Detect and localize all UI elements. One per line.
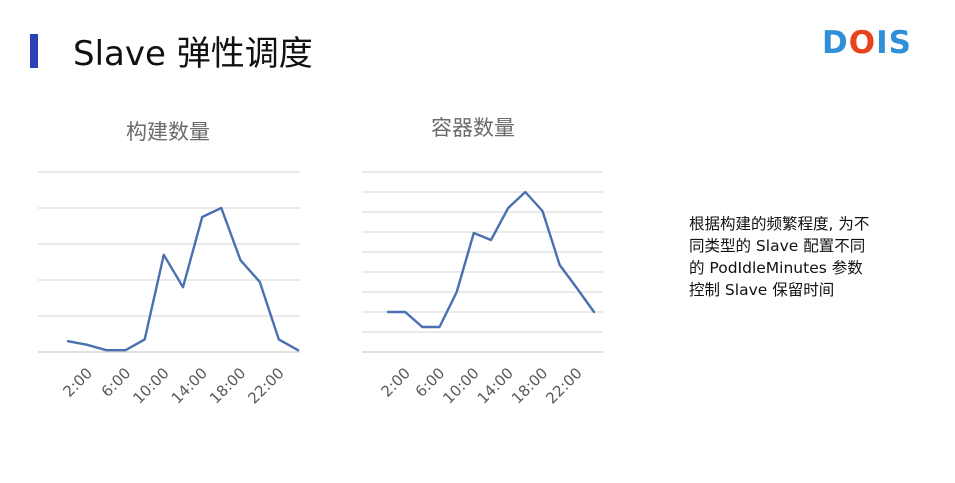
- scheduling-note: 根据构建的频繁程度, 为不 同类型的 Slave 配置不同 的 PodIdleM…: [689, 213, 929, 301]
- note-line: 的 PodIdleMinutes 参数: [689, 259, 863, 277]
- note-line: 同类型的 Slave 配置不同: [689, 237, 866, 255]
- containers-x-tick-label: 18:00: [508, 364, 551, 407]
- page-title: Slave 弹性调度: [73, 34, 313, 74]
- logo-letter-d: D: [822, 25, 849, 61]
- builds-chart-title: 构建数量: [126, 120, 210, 144]
- logo-letters-is: IS: [876, 25, 912, 61]
- containers-x-tick-label: 2:00: [377, 364, 414, 401]
- note-line: 控制 Slave 保留时间: [689, 281, 835, 299]
- containers-x-tick-label: 10:00: [439, 364, 482, 407]
- note-line: 根据构建的频繁程度, 为不: [689, 215, 870, 233]
- dois-logo: DOIS: [822, 25, 912, 61]
- containers-x-tick-label: 22:00: [542, 364, 585, 407]
- containers-chart-title: 容器数量: [431, 116, 515, 140]
- containers-x-tick-label: 14:00: [474, 364, 517, 407]
- title-accent-bar: [30, 34, 38, 68]
- logo-letter-o: O: [848, 25, 877, 61]
